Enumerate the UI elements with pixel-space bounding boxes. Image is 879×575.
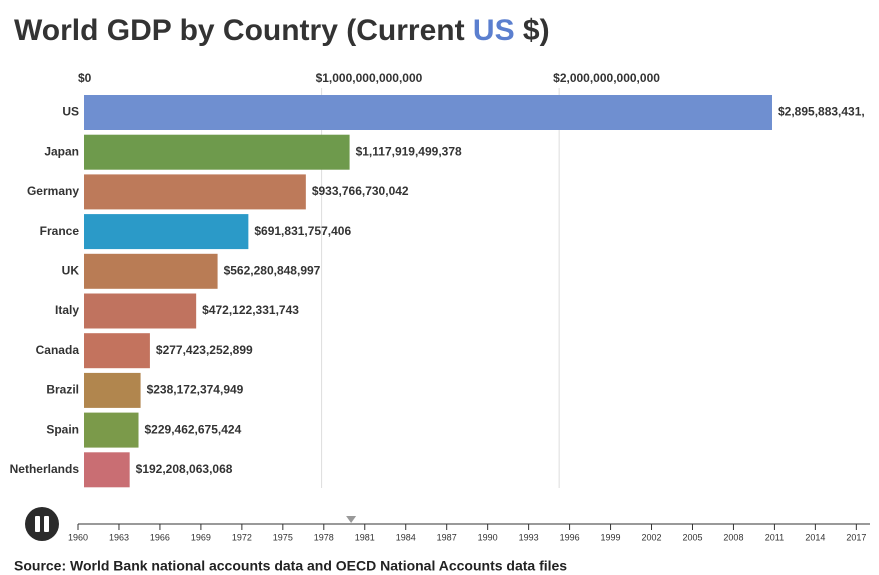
timeline-tick-label: 1996 (560, 532, 580, 542)
timeline-tick-label: 1990 (478, 532, 498, 542)
bar (84, 214, 249, 250)
timeline-tick-label: 1975 (273, 532, 293, 542)
bar (84, 293, 197, 329)
play-button-circle[interactable] (25, 507, 59, 541)
timeline-tick-label: 2002 (642, 532, 662, 542)
bar (84, 134, 350, 170)
x-tick-label: $1,000,000,000,000 (316, 71, 423, 85)
value-label: $277,423,252,899 (156, 343, 253, 357)
category-label: US (62, 105, 79, 119)
title-part: US (473, 14, 515, 47)
category-label: Brazil (46, 383, 79, 397)
value-label: $472,122,331,743 (202, 303, 299, 317)
category-label: Germany (27, 184, 79, 198)
bar (84, 95, 772, 130)
value-label: $229,462,675,424 (145, 422, 242, 436)
chart-title: World GDP by Country (Current US $) (14, 14, 550, 47)
category-label: Netherlands (10, 462, 80, 476)
timeline-tick-label: 1963 (109, 532, 129, 542)
value-label: $1,117,919,499,378 (356, 144, 462, 158)
timeline-tick-label: 1978 (314, 532, 334, 542)
source-note: Source: World Bank national accounts dat… (14, 558, 567, 574)
timeline-tick-label: 1981 (355, 532, 375, 542)
bar (84, 412, 139, 448)
pause-icon[interactable] (35, 516, 40, 532)
timeline-tick-label: 1960 (68, 532, 88, 542)
bar (84, 372, 141, 408)
timeline-tick-label: 1999 (601, 532, 621, 542)
timeline-tick-label: 2011 (765, 532, 784, 542)
timeline-tick-label: 2008 (723, 532, 743, 542)
category-label: Spain (46, 422, 79, 436)
category-label: Canada (36, 343, 80, 357)
value-label: $933,766,730,042 (312, 184, 409, 198)
category-label: France (40, 224, 80, 238)
category-label: Italy (55, 303, 79, 317)
timeline-tick-label: 2005 (682, 532, 702, 542)
bar (84, 253, 218, 289)
timeline-tick-label: 1993 (519, 532, 539, 542)
bar (84, 452, 130, 488)
timeline-tick-label: 2014 (805, 532, 825, 542)
value-label: $562,280,848,997 (224, 263, 321, 277)
play-button[interactable] (25, 507, 59, 541)
bar (84, 174, 306, 210)
pause-icon[interactable] (44, 516, 49, 532)
category-label: UK (62, 263, 80, 277)
category-label: Japan (44, 144, 79, 158)
value-label: $192,208,063,068 (136, 462, 233, 476)
timeline-tick-label: 1966 (150, 532, 170, 542)
bar (84, 333, 150, 369)
timeline-tick-label: 1984 (396, 532, 416, 542)
title-part: $) (515, 14, 550, 47)
timeline-tick-label: 1987 (437, 532, 457, 542)
timeline-tick-label: 1972 (232, 532, 252, 542)
timeline-tick-label: 1969 (191, 532, 211, 542)
timeline-marker (346, 516, 357, 523)
x-tick-label: $2,000,000,000,000 (553, 71, 660, 85)
title-part: World GDP by Country (Current (14, 14, 473, 47)
value-label: $691,831,757,406 (254, 224, 351, 238)
x-tick-label: $0 (78, 71, 92, 85)
value-label: $238,172,374,949 (147, 383, 244, 397)
value-label: $2,895,883,431, (778, 105, 865, 119)
timeline-tick-label: 2017 (846, 532, 866, 542)
